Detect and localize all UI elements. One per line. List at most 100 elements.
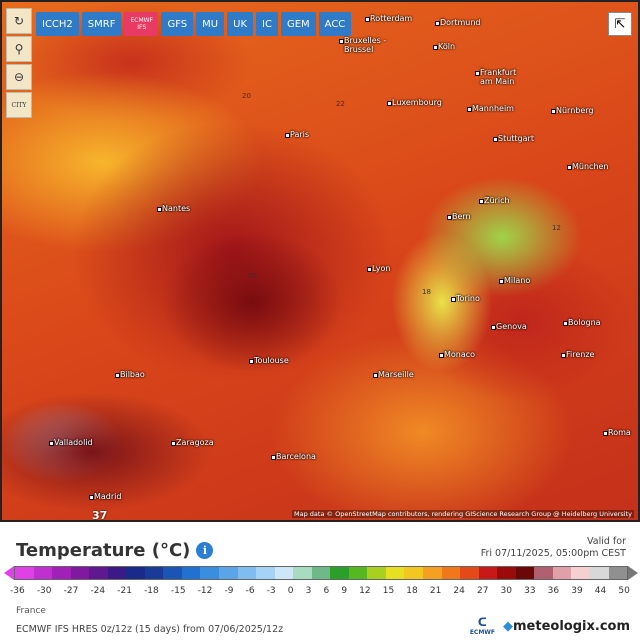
refresh-icon[interactable]: ↻ [6,8,32,34]
city-label[interactable]: Mannheim [467,104,514,113]
city-label[interactable]: Milano [498,276,531,285]
model-button-ic[interactable]: IC [256,12,278,36]
valid-time-value: Fri 07/11/2025, 05:00pm CEST [480,548,626,559]
tick-label: -30 [36,586,52,596]
tick-label: -15 [170,586,186,596]
city-label[interactable]: Bologna [563,318,601,327]
color-swatch [348,567,368,579]
zoom-out-icon[interactable]: ⊖ [6,64,32,90]
map-pin-icon[interactable]: ⚲ [6,36,32,62]
city-label[interactable]: Valladolid [49,438,93,447]
city-label[interactable]: Nantes [156,204,191,213]
tick-label: -27 [63,586,79,596]
tick-label: 18 [406,586,418,596]
color-swatch [497,567,516,579]
city-label[interactable]: Nürnberg [551,106,594,115]
color-swatch [107,567,127,579]
city-label[interactable]: Marseille [373,370,414,379]
tick-label: 0 [287,586,294,596]
city-label[interactable]: Bruxelles - Brussel [339,36,404,54]
city-label[interactable]: Bilbao [115,370,145,379]
city-label[interactable]: Bern [447,212,471,221]
meteologix-logo[interactable]: ◆meteologix.com [503,618,630,634]
city-label[interactable]: Toulouse [249,356,289,365]
city-label[interactable]: Stuttgart [493,134,534,143]
model-button-gfs[interactable]: GFS [161,12,194,36]
color-swatch [404,567,424,579]
valid-label: Valid for [587,536,626,547]
color-swatch [367,567,386,579]
city-label[interactable]: Zaragoza [171,438,214,447]
color-swatch [552,567,572,579]
info-icon[interactable]: i [196,542,214,559]
model-button-ecmwf-ifs[interactable]: ECMWF IFS [124,12,159,36]
color-swatch [571,567,590,579]
ecmwf-logo: ᑕ ECMWF [469,616,496,636]
model-button-icch2[interactable]: ICCH2 [36,12,79,36]
tick-label: -9 [224,586,234,596]
tick-label: 24 [453,586,465,596]
color-swatch [219,567,238,579]
isotherm-label: 18 [422,288,431,296]
tick-label: 21 [429,586,442,596]
legend-title: Temperature (°C) i [16,540,214,561]
city-label[interactable]: Luxembourg [387,98,442,107]
branding: ᑕ ECMWF ◆meteologix.com [470,616,630,636]
valid-time: Valid for Fri 07/11/2025, 05:00pm CEST [481,536,626,560]
tick-label: -21 [117,586,132,596]
city-label[interactable]: Firenze [560,350,595,359]
tick-label: 3 [305,586,312,596]
map-attribution[interactable]: Map data © OpenStreetMap contributors, r… [292,510,634,518]
city-label[interactable]: Torino [451,294,480,303]
color-scale-bar [14,566,628,580]
legend-panel: Temperature (°C) i Valid for Fri 07/11/2… [0,524,640,640]
city-label[interactable]: Monaco [438,350,476,359]
city-label[interactable]: Lyon [366,264,391,273]
tick-label: -18 [144,586,159,596]
max-temperature-label: 37 [92,509,108,522]
color-swatch [608,567,628,579]
tick-label: -12 [197,586,213,596]
city-label[interactable]: Köln [432,42,456,51]
tick-label: 33 [524,586,536,596]
color-swatch [385,567,405,579]
color-scale-ticks: -36 -30 -27 -24 -21 -18 -15 -12 -9 -6 -3 0 3 6 9 12 15 18… [10,586,630,596]
color-swatch [589,567,609,579]
city-label[interactable]: Genova [491,322,527,331]
model-button-gem[interactable]: GEM [280,12,316,36]
share-icon[interactable]: ⇱ [608,12,632,36]
color-swatch [478,567,498,579]
city-toggle-button[interactable]: CITY [6,92,32,118]
color-swatch [237,567,257,579]
tick-label: 6 [323,586,330,596]
color-swatch [200,567,220,579]
city-label[interactable]: Zürich [479,196,510,205]
temperature-map[interactable]: Rotterdam Dortmund Bruxelles - Brussel K… [0,0,640,522]
color-swatch [515,567,535,579]
color-swatch [460,567,479,579]
city-label[interactable]: Madrid [88,492,122,501]
color-swatch [181,567,201,579]
model-button-smrf[interactable]: SMRF [81,12,122,36]
color-swatch [126,567,145,579]
tick-label: 12 [359,586,371,596]
city-label[interactable]: Barcelona [271,452,316,461]
color-swatch [274,567,294,579]
city-label[interactable]: Rotterdam [364,14,413,23]
tick-label: 39 [571,586,583,596]
region-label: France [16,606,46,616]
city-label[interactable]: Paris [284,130,310,139]
tick-label: 50 [618,586,630,596]
city-label[interactable]: München [567,162,609,171]
city-label[interactable]: Dortmund [435,18,481,27]
model-button-uk[interactable]: UK [227,12,254,36]
model-button-mu[interactable]: MU [196,12,225,36]
city-label[interactable]: Roma [603,428,631,437]
city-label[interactable]: Frankfurt am Main [475,68,528,86]
tick-label: 36 [547,586,560,596]
isotherm-label: 22 [336,100,345,108]
color-swatch [52,567,71,579]
color-swatch [33,567,53,579]
color-swatch [423,567,442,579]
model-button-acc[interactable]: ACC [318,12,352,36]
